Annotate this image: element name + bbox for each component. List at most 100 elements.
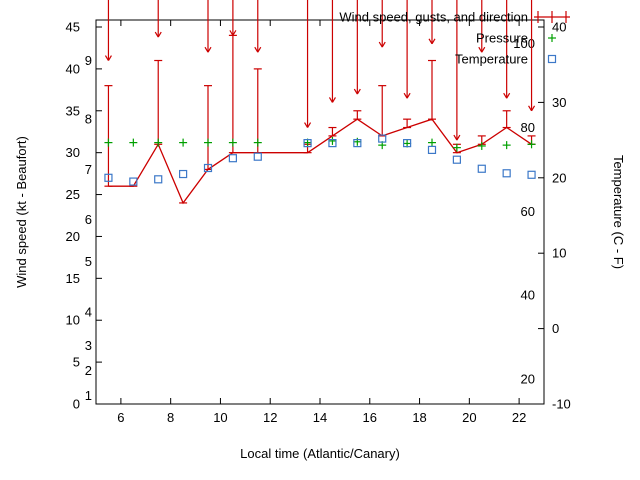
y-right-tick-label: 10 [552, 246, 566, 261]
y-left-tick-label: 35 [66, 103, 80, 118]
arrow-head-right [331, 97, 336, 103]
temperature-markers [104, 134, 536, 186]
y-axis-left-title: Wind speed (kt - Beaufort) [14, 136, 29, 288]
y-left-tick-label: 15 [66, 271, 80, 286]
wind-direction-arrow [104, 0, 112, 61]
x-tick-label: 6 [117, 410, 124, 425]
wind-direction-arrow [528, 0, 536, 112]
x-tick-label: 18 [412, 410, 426, 425]
x-tick-label: 10 [213, 410, 227, 425]
arrow-head-left [304, 122, 309, 128]
arrow-head-left [254, 46, 259, 53]
temperature-marker [228, 154, 237, 163]
arrow-head-left [453, 134, 458, 141]
wind-direction-arrow [403, 0, 411, 99]
temperature-marker [253, 152, 262, 161]
wind-direction-arrow [254, 0, 262, 53]
y-left-tick-label: 40 [66, 61, 80, 76]
arrow-head-right [506, 92, 511, 99]
arrow-head-right [381, 41, 386, 48]
x-tick-label: 12 [263, 410, 277, 425]
beaufort-label: 4 [85, 304, 92, 319]
arrow-head-right [157, 31, 162, 38]
arrow-head-left [154, 31, 159, 38]
y-left-tick-label: 45 [66, 20, 80, 35]
temperature-marker [502, 169, 511, 178]
arrow-head-right [406, 92, 411, 99]
legend-label: Pressure [476, 31, 528, 46]
wind-direction-arrow [428, 0, 436, 45]
wind-direction-arrow [453, 0, 461, 141]
beaufort-label: 3 [85, 338, 92, 353]
arrow-head-left [204, 46, 209, 53]
arrow-head-right [531, 105, 536, 112]
x-tick-label: 22 [512, 410, 526, 425]
fahrenheit-label: 40 [521, 288, 535, 303]
axes: 6 8 10 12 14 16 18 20 22051015202530354045123456… [66, 19, 571, 425]
arrow-head-left [104, 55, 109, 61]
temperature-marker [328, 139, 337, 148]
beaufort-label: 2 [85, 363, 92, 378]
fahrenheit-label: 100 [513, 36, 535, 51]
x-tick-label: 14 [313, 410, 327, 425]
temperature-marker [104, 173, 113, 182]
y-right-tick-label: 20 [552, 170, 566, 185]
fahrenheit-label: 80 [521, 120, 535, 135]
wind-direction-arrow [154, 0, 162, 38]
temperature-marker [303, 139, 312, 148]
temperature-marker [452, 155, 461, 164]
legend: Wind speed, gusts, and direction Pressure… [339, 10, 570, 67]
y-left-tick-label: 20 [66, 229, 80, 244]
arrow-head-right [456, 134, 461, 141]
arrow-head-right [307, 122, 312, 128]
arrow-head-left [353, 88, 358, 95]
temperature-marker [203, 163, 213, 173]
x-axis-title: Local time (Atlantic/Canary) [240, 446, 400, 461]
legend-label: Wind speed, gusts, and direction [339, 10, 528, 25]
arrow-head-left [503, 92, 508, 99]
y-left-tick-label: 5 [73, 355, 80, 370]
y-right-tick-label: -10 [552, 397, 571, 412]
x-tick-label: 8 [167, 410, 174, 425]
arrow-head-left [403, 92, 408, 99]
pressure-markers [104, 136, 536, 152]
fahrenheit-label: 20 [521, 371, 535, 386]
y-right-tick-label: 0 [552, 321, 559, 336]
arrow-head-right [431, 38, 436, 45]
wind-direction-arrow [378, 0, 386, 48]
arrow-head-right [481, 46, 486, 53]
beaufort-label: 6 [85, 212, 92, 227]
wind-direction-arrow [478, 0, 486, 53]
x-tick-label: 16 [363, 410, 377, 425]
temperature-marker [403, 139, 412, 148]
y-left-tick-label: 25 [66, 187, 80, 202]
arrow-head-left [229, 30, 234, 36]
arrow-head-right [232, 30, 237, 36]
temperature-marker [353, 139, 362, 148]
beaufort-label: 1 [85, 388, 92, 403]
temperature-marker [427, 145, 437, 155]
y-left-tick-label: 10 [66, 313, 80, 328]
arrow-head-left [478, 46, 483, 53]
arrow-head-right [257, 46, 262, 53]
wind-direction-arrows [104, 0, 536, 141]
arrow-head-right [207, 46, 212, 53]
wind-speed-line [108, 118, 532, 205]
y-left-tick-label: 0 [73, 397, 80, 412]
x-tick-label: 20 [462, 410, 476, 425]
arrow-head-right [107, 55, 112, 61]
temperature-marker [179, 169, 188, 179]
wind-direction-arrow [503, 0, 511, 99]
temperature-marker [378, 134, 387, 143]
fahrenheit-label: 60 [521, 204, 535, 219]
beaufort-label: 5 [85, 254, 92, 269]
beaufort-label: 7 [85, 162, 92, 177]
temperature-marker [154, 175, 163, 184]
y-right-tick-label: 40 [552, 20, 566, 35]
legend-label: Temperature [455, 52, 528, 67]
arrow-head-left [528, 105, 533, 112]
wind-direction-arrow [328, 0, 336, 103]
y-axis-right-title: Temperature (C - F) [611, 155, 626, 269]
